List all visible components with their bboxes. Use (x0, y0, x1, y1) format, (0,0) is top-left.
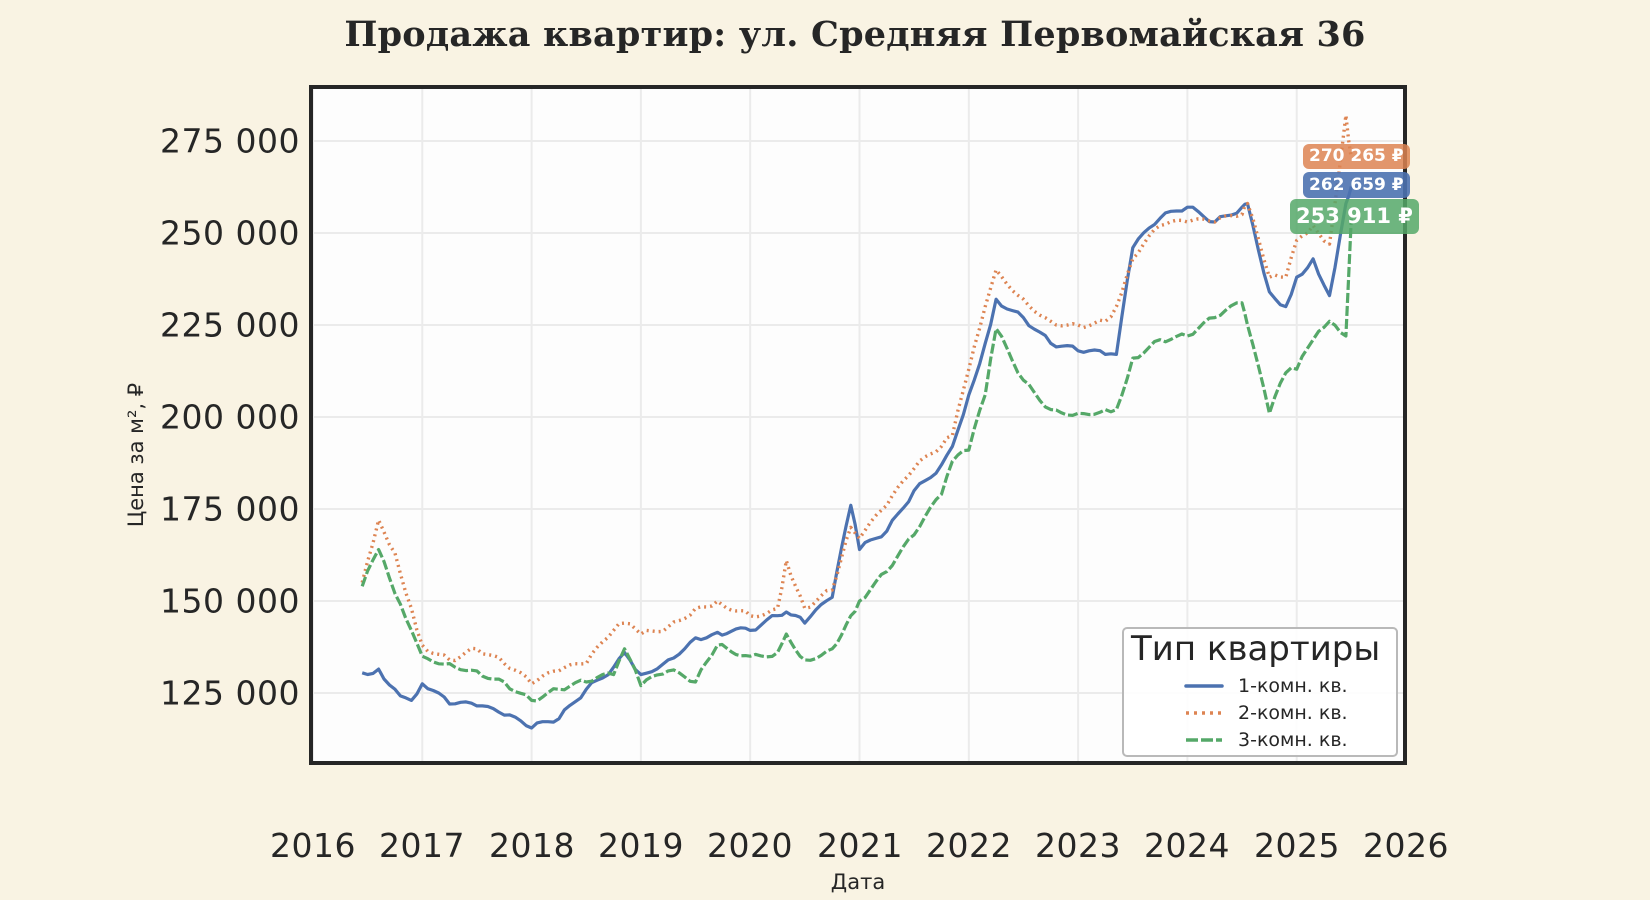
data-lines (360, 113, 1353, 730)
series-line-1-room (361, 185, 1353, 730)
y-tick-label: 250 000 (160, 213, 300, 253)
solid-line-swatch-icon (1184, 684, 1224, 688)
series-line-2-room (360, 113, 1353, 686)
legend-label: 2-комн. кв. (1238, 702, 1348, 724)
x-tick-label: 2017 (379, 826, 465, 865)
legend-title: Тип квартиры (1131, 629, 1381, 669)
legend-item-1-room: 1-комн. кв. (1184, 675, 1348, 697)
x-tick-label: 2019 (598, 826, 684, 865)
y-tick-label: 225 000 (160, 305, 300, 345)
series-line-3-room (360, 218, 1353, 703)
y-axis-label: Цена за м², ₽ (124, 382, 148, 528)
x-tick-label: 2024 (1144, 826, 1230, 865)
y-tick-label: 150 000 (160, 581, 300, 621)
y-tick-label: 200 000 (160, 397, 300, 437)
grid-lines (311, 87, 1407, 763)
x-tick-label: 2021 (817, 826, 903, 865)
end-label-3-room: 253 911 ₽ (1290, 199, 1419, 234)
x-tick-label: 2023 (1035, 826, 1121, 865)
x-tick-label: 2022 (926, 826, 1012, 865)
legend: Тип квартиры 1-комн. кв. 2-комн. кв. 3-к… (1122, 627, 1398, 757)
plot-frame (309, 85, 1407, 765)
chart-title-text: Продажа квартир: ул. Средняя Первомайска… (344, 14, 1366, 55)
x-axis-label: Дата (830, 870, 886, 894)
legend-item-2-room: 2-комн. кв. (1184, 702, 1348, 724)
x-tick-label: 2025 (1254, 826, 1340, 865)
dashed-line-swatch-icon (1186, 738, 1222, 742)
x-tick-label: 2018 (489, 826, 575, 865)
end-label-2-room: 270 265 ₽ (1303, 144, 1410, 169)
y-tick-label: 275 000 (160, 121, 300, 161)
chart-title: Продажа квартир: ул. Средняя Первомайска… (0, 14, 1650, 55)
x-tick-label: 2026 (1363, 826, 1449, 865)
x-tick-label: 2020 (707, 826, 793, 865)
legend-label: 3-комн. кв. (1238, 729, 1348, 751)
end-label-1-room: 262 659 ₽ (1303, 172, 1410, 198)
y-tick-label: 125 000 (160, 673, 300, 713)
legend-item-3-room: 3-комн. кв. (1184, 729, 1348, 751)
y-tick-label: 175 000 (160, 489, 300, 529)
legend-label: 1-комн. кв. (1238, 675, 1348, 697)
dotted-line-swatch-icon (1186, 711, 1222, 715)
x-tick-label: 2016 (270, 826, 356, 865)
